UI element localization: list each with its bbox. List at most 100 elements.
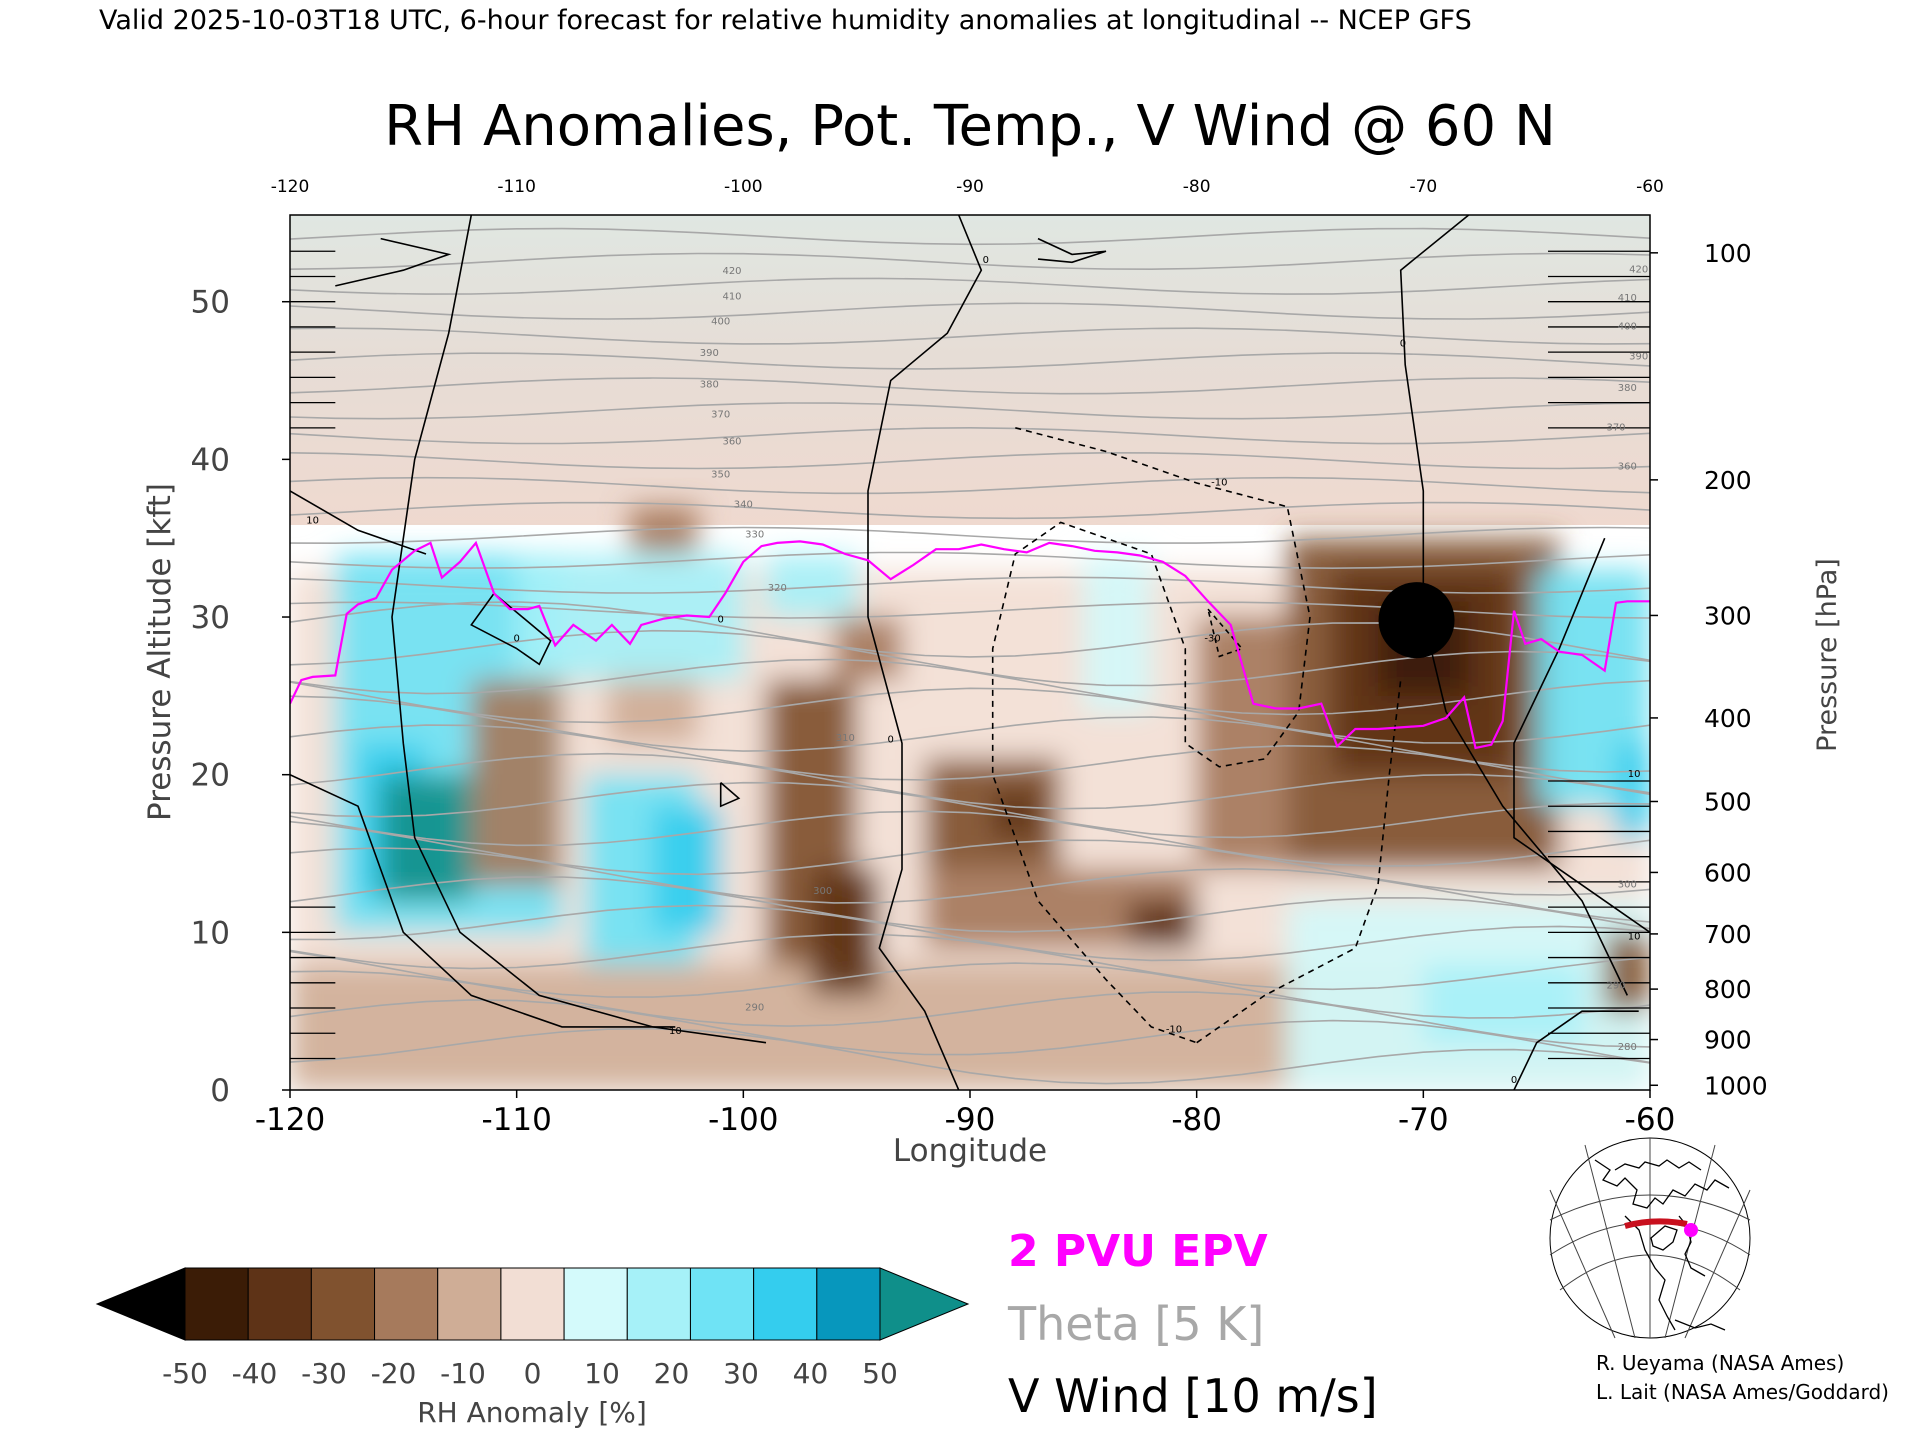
y-tick-label: 40	[191, 442, 230, 478]
x-tick-label: -80	[1171, 1102, 1222, 1138]
v-wind-contour-label: 0	[887, 734, 893, 745]
theta-contour	[290, 426, 1650, 445]
theta-contour	[290, 810, 1650, 868]
v-wind-contour-label: 0	[1511, 1075, 1517, 1086]
legend-theta: Theta [5 K]	[1007, 1297, 1264, 1351]
x-tick-label: -110	[481, 1102, 551, 1138]
v-wind-contour-label: 0	[513, 634, 519, 645]
colorbar-tick-label: -10	[440, 1357, 486, 1390]
theta-contour	[290, 933, 1650, 991]
pressure-tick-label: 700	[1704, 920, 1752, 949]
theta-contour-label: 280	[1618, 1042, 1637, 1053]
pressure-tick-label: 600	[1704, 858, 1752, 887]
theta-contour	[290, 476, 1650, 495]
colorbar-tick-label: 0	[524, 1357, 542, 1390]
v-wind-contour-negative	[1196, 680, 1402, 1044]
colorbar-swatch	[816, 1267, 881, 1341]
map-coastlines	[1594, 1159, 1730, 1331]
v-wind-contour-label: -10	[1211, 477, 1227, 488]
theta-contour-label: 390	[700, 348, 719, 359]
rh-anomaly-patch	[1423, 963, 1582, 1043]
top-tick-label: -120	[271, 177, 310, 197]
v-wind-contour	[290, 490, 427, 555]
theta-contour	[290, 752, 1650, 810]
colorbar-swatch	[563, 1267, 628, 1341]
legend-vwind: V Wind [10 m/s]	[1008, 1369, 1378, 1423]
theta-contour-label: 370	[1606, 422, 1625, 433]
v-wind-contour-label: 10	[306, 515, 319, 526]
theta-contour-label: 320	[768, 583, 787, 594]
theta-contour	[290, 970, 1650, 1048]
theta-contour	[290, 847, 1650, 923]
colorbar-label: RH Anomaly [%]	[417, 1396, 647, 1429]
theta-contour-label: 300	[1618, 879, 1637, 890]
theta-contour	[290, 302, 1650, 320]
x-tick-label: -90	[945, 1102, 996, 1138]
theta-contour-label: 390	[1629, 351, 1648, 362]
chart-title: RH Anomalies, Pot. Temp., V Wind @ 60 N	[384, 94, 1556, 159]
theta-contour-label: 310	[836, 733, 855, 744]
colorbar-swatch	[500, 1267, 565, 1341]
v-wind-contour-label: 10	[669, 1026, 682, 1037]
v-wind-contour	[391, 215, 767, 1044]
theta-contour	[290, 352, 1650, 370]
colorbar-swatch	[626, 1267, 691, 1341]
top-tick-label: -70	[1409, 177, 1437, 197]
colorbar-tick-label: -30	[301, 1357, 347, 1390]
v-wind-contour	[1513, 1010, 1639, 1090]
map-inset	[1549, 1137, 1751, 1339]
y-tick-label: 20	[191, 758, 230, 794]
v-wind-contour	[290, 773, 676, 1028]
theta-contour	[290, 781, 1650, 839]
x-tick-label: -70	[1398, 1102, 1449, 1138]
theta-contour	[290, 327, 1650, 345]
credit-line-1: R. Ueyama (NASA Ames)	[1596, 1351, 1844, 1375]
colorbar-tick-label: -40	[232, 1357, 278, 1390]
pressure-tick-label: 500	[1704, 787, 1752, 816]
v-wind-contour-label: 0	[717, 615, 723, 626]
v-wind-contour-label: -30	[1204, 634, 1220, 645]
contour-labels: 420 410 400 390 380 370 360 350 340 330 320 310 300 2…	[306, 255, 1648, 1086]
colorbar-swatch	[310, 1267, 376, 1341]
x-axis-label: Longitude	[893, 1133, 1047, 1169]
v-wind-contour	[1513, 537, 1650, 933]
theta-contour-label: 340	[734, 500, 753, 511]
colorbar-swatch	[753, 1267, 818, 1341]
rh-anomaly-patch	[1128, 900, 1197, 949]
y-tick-label: 0	[210, 1073, 230, 1109]
theta-contour-label: 350	[711, 470, 730, 481]
theta-contour-label: 360	[1618, 462, 1637, 473]
colorbar-tick-label: 50	[862, 1357, 898, 1390]
colorbar-tick-label: 40	[793, 1357, 829, 1390]
v-wind-contour-label: 0	[983, 255, 989, 266]
colorbar-under-triangle	[95, 1267, 186, 1341]
valid-time-line: Valid 2025-10-03T18 UTC, 6-hour forecast…	[99, 5, 1472, 36]
v-wind-contour-label: 10	[1628, 931, 1641, 942]
colorbar-tick-label: -50	[162, 1357, 208, 1390]
map-section-line	[1624, 1218, 1688, 1229]
theta-contour-label: 420	[722, 266, 741, 277]
theta-contour	[290, 904, 1650, 962]
legend: 2 PVU EPV Theta [5 K] V Wind [10 m/s]	[1007, 1226, 1378, 1423]
x-tick-label: -120	[255, 1102, 325, 1138]
theta-contour	[290, 820, 1650, 896]
v-wind-contour	[719, 781, 741, 808]
pressure-tick-label: 1000	[1704, 1071, 1768, 1100]
top-tick-label: -80	[1183, 177, 1211, 197]
v-wind-contour-label: 10	[1628, 769, 1641, 780]
colorbar-swatch	[184, 1267, 249, 1341]
theta-contour-label: 380	[700, 380, 719, 391]
y-tick-label: 30	[191, 600, 230, 636]
colorbar-swatch	[247, 1267, 312, 1341]
pressure-tick-label: 100	[1704, 239, 1752, 268]
colorbar-tick-label: 30	[723, 1357, 759, 1390]
theta-contour-label: 410	[1618, 293, 1637, 304]
v-wind-contour	[867, 215, 983, 1090]
theta-contour	[290, 377, 1650, 395]
pv-2pvu-layer	[290, 540, 1650, 750]
theta-contour	[290, 451, 1650, 470]
colorbar-swatch	[689, 1267, 755, 1341]
colorbar-swatch	[374, 1267, 439, 1341]
theta-contour-label: 400	[1618, 321, 1637, 332]
